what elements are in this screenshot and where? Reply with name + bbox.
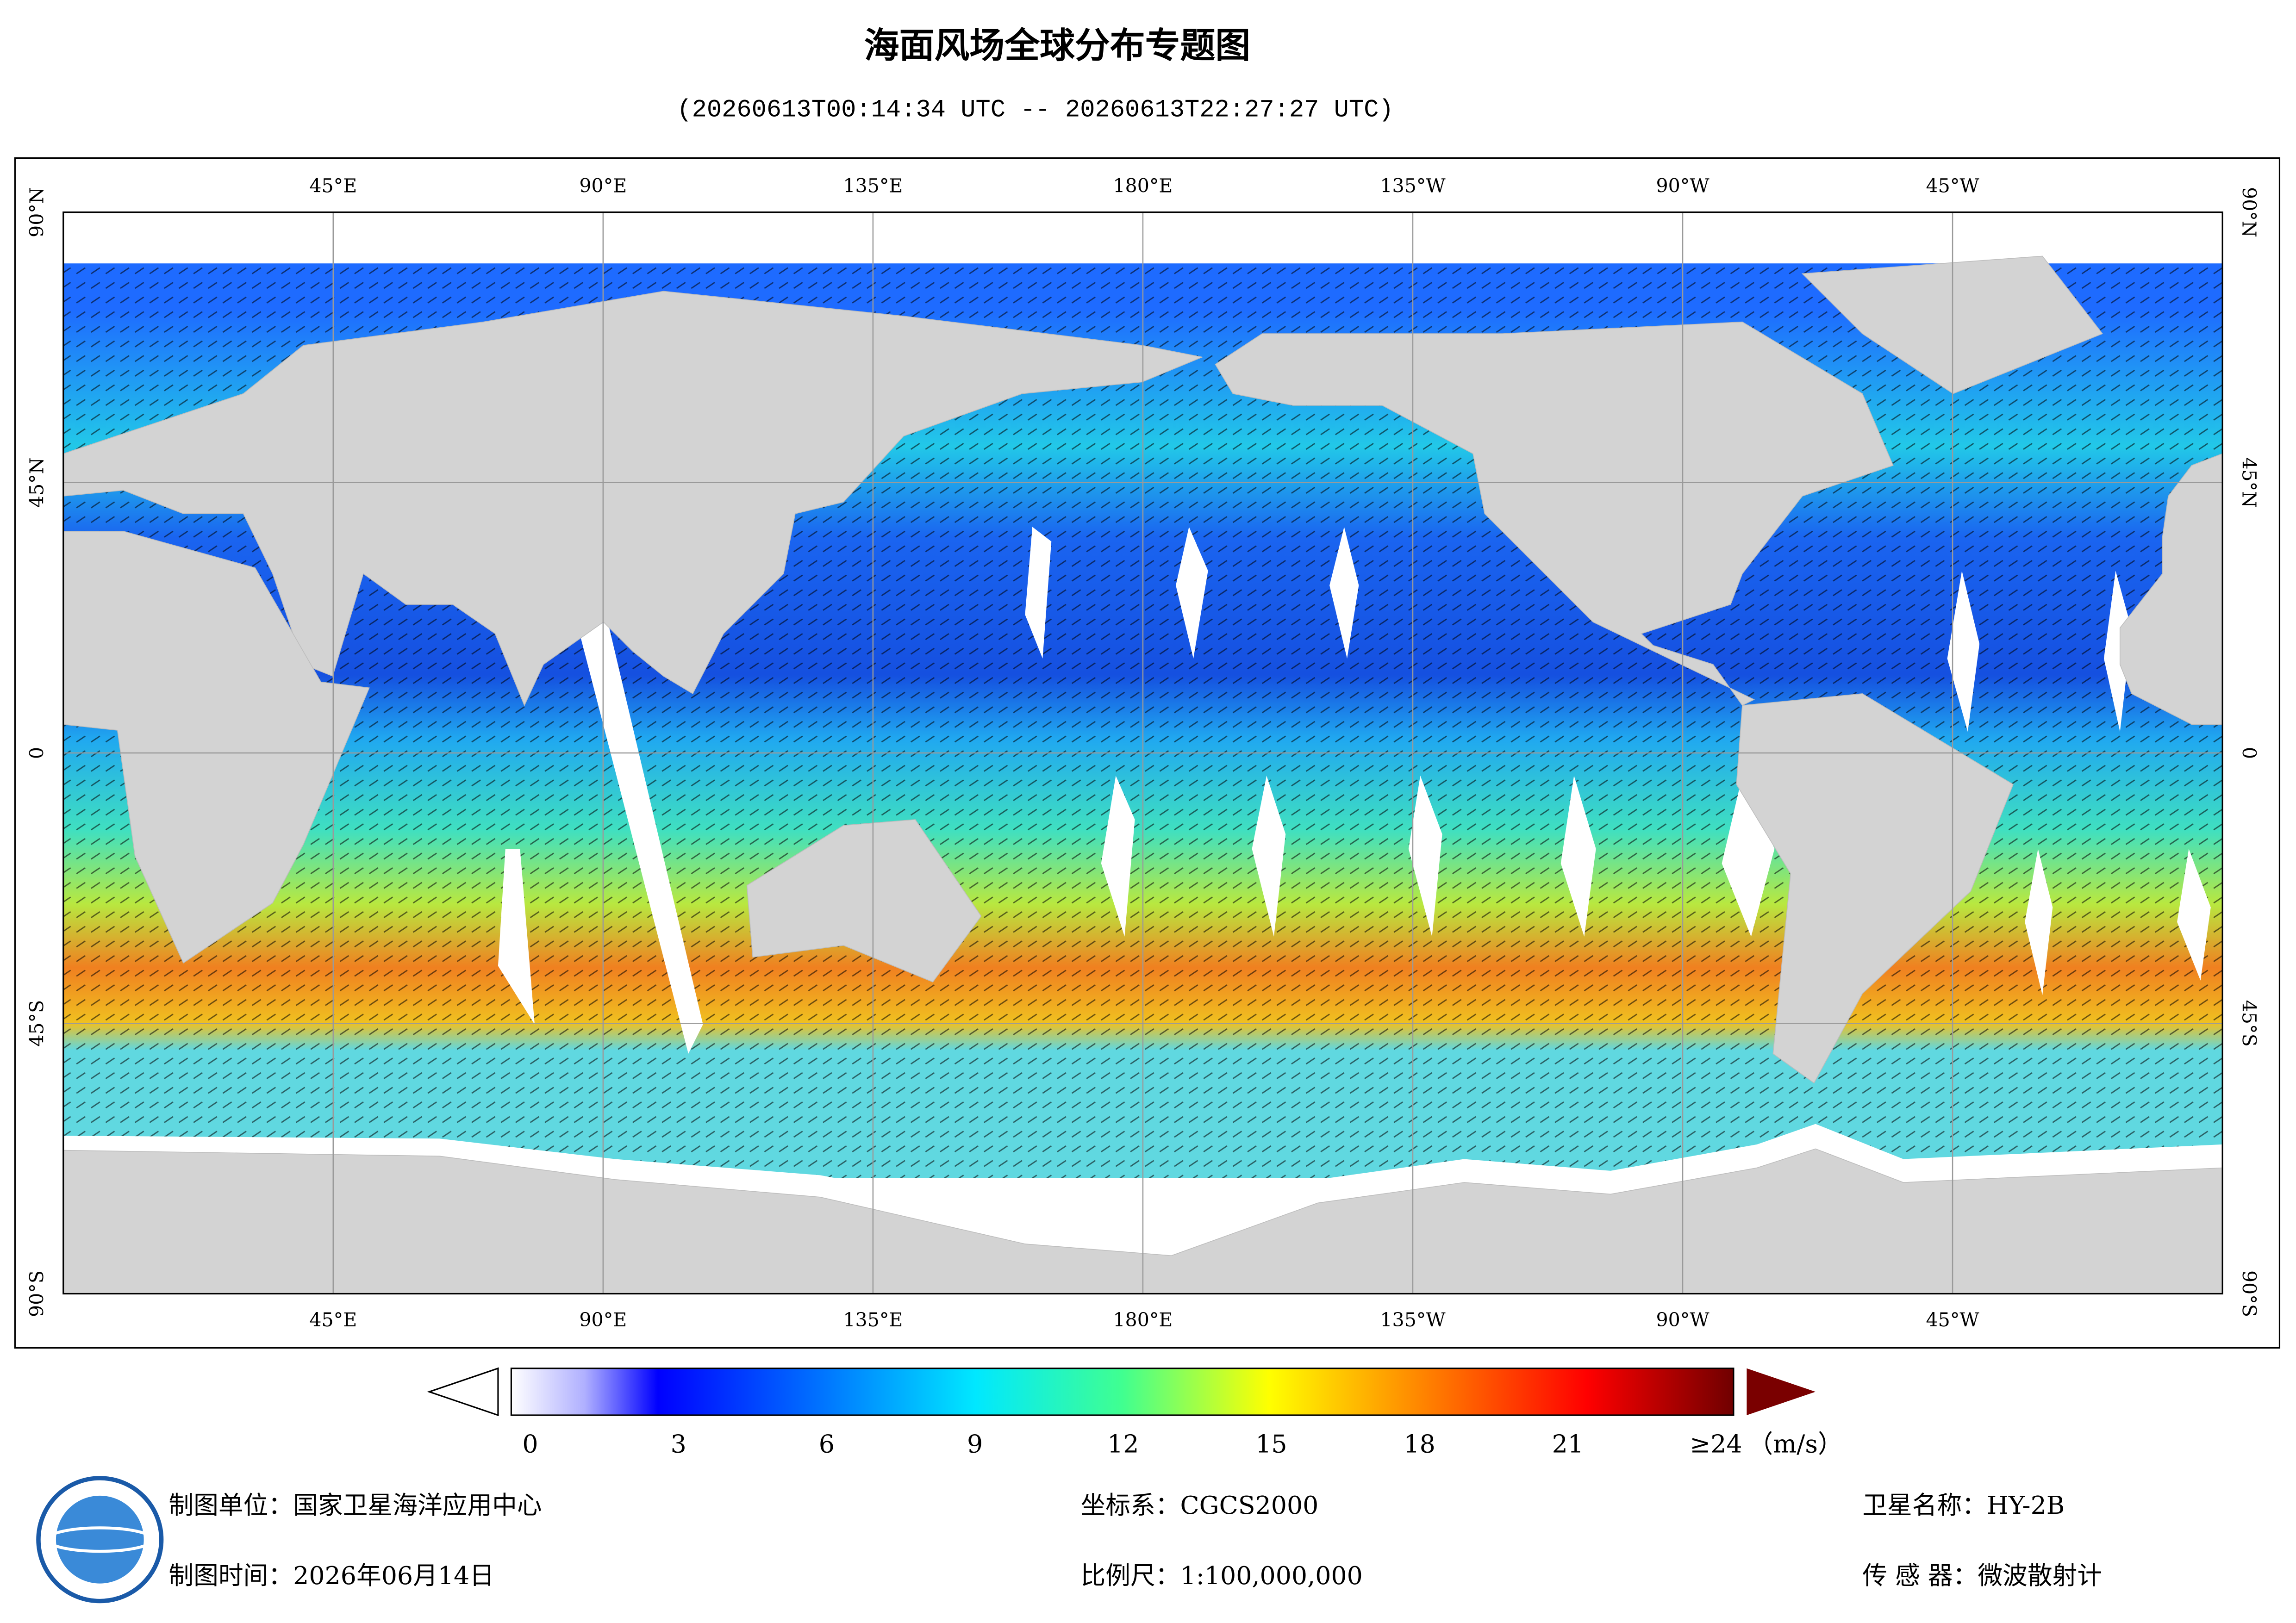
- lon-label-bottom: 90°E: [579, 1309, 627, 1331]
- colorbar-tick-label: 18: [1404, 1429, 1435, 1458]
- lat-label-left: 45°S: [25, 1000, 48, 1047]
- lat-label-right: 45°S: [2238, 1000, 2260, 1047]
- colorbar-over: [1747, 1368, 1816, 1415]
- title: 海面风场全球分布专题图: [864, 25, 1251, 66]
- footer: 制图单位：国家卫星海洋应用中心 制图时间：2026年06月14日 坐标系：CGC…: [168, 1491, 2102, 1590]
- agency: 制图单位：国家卫星海洋应用中心: [168, 1491, 542, 1520]
- map-frame: [62, 211, 2223, 1295]
- lon-label-top: 45°W: [1926, 174, 1980, 197]
- colorbar-unit: （m/s）: [1748, 1429, 1843, 1458]
- colorbar-tick-label: 21: [1552, 1429, 1584, 1458]
- lat-label-right: 0: [2238, 747, 2260, 759]
- lat-label-right: 90°S: [2238, 1270, 2260, 1317]
- colorbar-tick-label: 12: [1107, 1429, 1139, 1458]
- lon-label-top: 135°E: [843, 174, 903, 197]
- colorbar-tick-label: 0: [522, 1429, 538, 1458]
- logo: [36, 1476, 164, 1604]
- lon-label-bottom: 45°E: [309, 1309, 357, 1331]
- colorbar: [427, 1367, 1816, 1417]
- lat-label-left: 90°N: [25, 187, 48, 237]
- eurasia: [62, 291, 1204, 707]
- lon-label-bottom: 135°W: [1380, 1309, 1446, 1331]
- colorbar-tick-label: 6: [819, 1429, 835, 1458]
- scale: 比例尺：1:100,000,000: [1081, 1561, 1363, 1590]
- colorbar-under: [427, 1367, 499, 1417]
- africa: [62, 531, 370, 964]
- colorbar-tick-label: ≥24: [1690, 1429, 1742, 1458]
- satellite: 卫星名称：HY-2B: [1862, 1491, 2065, 1520]
- outer-frame: [14, 157, 2281, 1349]
- lon-label-top: 180°E: [1113, 174, 1173, 197]
- colorbar-tick-label: 3: [671, 1429, 686, 1458]
- lat-label-left: 90°S: [25, 1270, 48, 1317]
- lat-label-left: 0: [25, 747, 48, 759]
- colorbar-ramp: [510, 1368, 1734, 1416]
- australia: [746, 819, 982, 983]
- colorbar-tick-label: 9: [967, 1429, 983, 1458]
- sensor: 传 感 器：微波散射计: [1862, 1561, 2102, 1590]
- lon-label-top: 90°E: [579, 174, 627, 197]
- lon-label-bottom: 180°E: [1113, 1309, 1173, 1331]
- lat-label-right: 45°N: [2238, 457, 2260, 508]
- lon-label-top: 135°W: [1380, 174, 1446, 197]
- lon-label-bottom: 90°W: [1656, 1309, 1710, 1331]
- lon-label-bottom: 135°E: [843, 1309, 903, 1331]
- subtitle: (20260613T00:14:34 UTC -- 20260613T22:27…: [677, 96, 1393, 124]
- lon-label-top: 90°W: [1656, 174, 1710, 197]
- lon-label-top: 45°E: [309, 174, 357, 197]
- lon-label-bottom: 45°W: [1926, 1309, 1980, 1331]
- lat-label-left: 45°N: [25, 457, 48, 508]
- africa-west: [2119, 453, 2223, 725]
- map-date: 制图时间：2026年06月14日: [168, 1561, 494, 1590]
- lat-label-right: 90°N: [2238, 187, 2260, 237]
- swath-gaps: [498, 527, 2211, 1054]
- colorbar-tick-label: 15: [1255, 1429, 1287, 1458]
- south-america: [1736, 693, 2014, 1084]
- map: [62, 211, 2223, 1295]
- crs: 坐标系：CGCS2000: [1081, 1491, 1319, 1520]
